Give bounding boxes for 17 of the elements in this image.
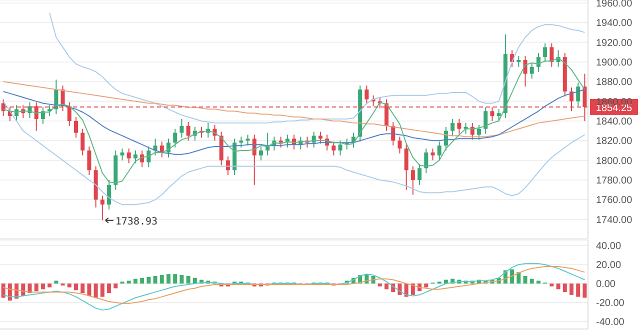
y-tick-label: 1840.00 — [596, 116, 633, 128]
y-tick-label: 1760.00 — [596, 195, 633, 206]
y-tick-label: 1940.00 — [596, 18, 633, 30]
annotation: 1738.93 — [115, 216, 158, 228]
y-tick-label: 1800.00 — [596, 156, 633, 167]
y-tick-label: 20.00 — [596, 260, 622, 272]
y-tick-label: 1960.00 — [596, 0, 633, 10]
y-tick-label: 1880.00 — [596, 77, 633, 88]
y-tick-label: -40.00 — [596, 316, 625, 328]
y-tick-label: 40.00 — [596, 241, 622, 252]
y-tick-label: -20.00 — [596, 298, 625, 310]
y-tick-label: 1820.00 — [596, 136, 633, 148]
y-tick-label: 1900.00 — [596, 58, 633, 69]
y-tick-label: 1780.00 — [596, 176, 633, 187]
y-tick-label: 1740.00 — [596, 214, 633, 226]
y-tick-label: 0.00 — [596, 279, 616, 290]
y-tick-label: 1920.00 — [596, 38, 633, 49]
